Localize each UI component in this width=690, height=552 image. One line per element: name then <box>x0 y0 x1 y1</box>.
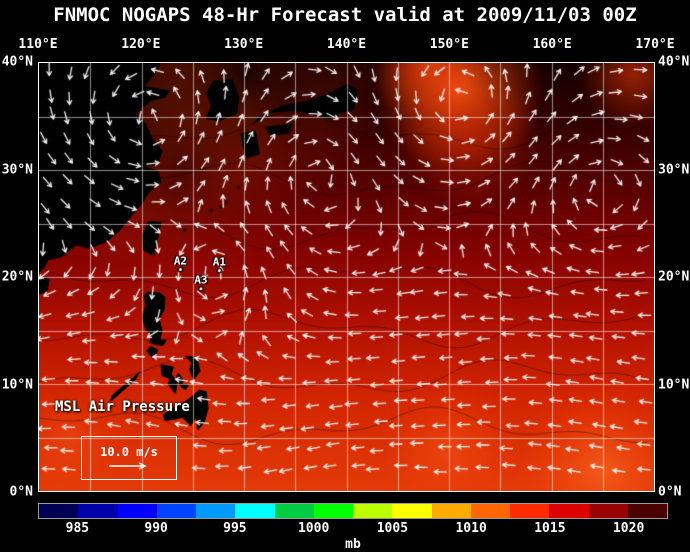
colorbar-segment <box>588 504 628 518</box>
colorbar-tick-label: 995 <box>223 521 247 536</box>
lon-label: 170°E <box>635 37 675 52</box>
lon-label: 140°E <box>326 37 367 52</box>
wind-speed-legend: 10.0 m/s <box>81 436 177 480</box>
pressure-wind-canvas <box>39 63 654 491</box>
colorbar-tick-label: 990 <box>144 521 168 536</box>
wind-speed-legend-label: 10.0 m/s <box>100 445 158 459</box>
colorbar-segment <box>235 504 275 518</box>
latitude-axis-right: 40°N 30°N 20°N 10°N 0°N <box>657 55 690 500</box>
lat-label: 40°N <box>658 54 690 70</box>
colorbar-segment <box>39 504 79 518</box>
colorbar-tick-label: 1005 <box>376 521 409 536</box>
colorbar-segment <box>431 504 471 518</box>
field-label: MSL Air Pressure <box>55 399 190 415</box>
colorbar-segment <box>627 504 667 518</box>
map-area: A1 A2 A3 MSL Air Pressure 10.0 m/s <box>38 62 655 492</box>
pressure-colorbar <box>38 503 668 519</box>
lon-label: 160°E <box>532 37 572 52</box>
lon-label: 130°E <box>224 37 264 52</box>
colorbar-segment <box>392 504 432 518</box>
lat-label: 0°N <box>9 484 33 500</box>
colorbar-tick-label: 985 <box>65 521 90 536</box>
colorbar-segment <box>470 504 510 518</box>
colorbar-segment <box>549 504 589 518</box>
chart-title: FNMOC NOGAPS 48-Hr Forecast valid at 200… <box>53 4 637 26</box>
colorbar-tick-label: 1010 <box>455 521 487 536</box>
lat-label: 20°N <box>658 269 690 285</box>
latitude-axis-left: 40°N 30°N 20°N 10°N 0°N <box>0 55 36 500</box>
colorbar-segment <box>156 504 196 518</box>
lat-label: 30°N <box>658 162 690 177</box>
colorbar-segment <box>78 504 118 518</box>
lat-label: 40°N <box>1 54 33 70</box>
lat-label: 10°N <box>1 377 33 392</box>
storm-label: A1 <box>212 254 227 268</box>
lat-label: 0°N <box>658 484 682 500</box>
longitude-axis-top: 110°E 120°E 130°E 140°E 150°E 160°E 170°E <box>18 37 674 53</box>
lat-label: 30°N <box>1 162 33 177</box>
colorbar-unit: mb <box>345 537 361 552</box>
colorbar-tick-labels: 985 990 995 1000 1005 1010 1015 1020 <box>38 521 668 536</box>
colorbar-segment <box>196 504 236 518</box>
colorbar-tick-label: 1015 <box>534 521 566 536</box>
colorbar-tick-label: 1020 <box>612 521 645 536</box>
colorbar-segment <box>510 504 550 518</box>
lon-label: 120°E <box>121 37 161 52</box>
colorbar-segment <box>313 504 353 518</box>
storm-label: A3 <box>194 273 208 287</box>
lat-label: 10°N <box>658 377 690 392</box>
colorbar-segment <box>117 504 157 518</box>
lat-label: 20°N <box>1 269 33 285</box>
lon-label: 110°E <box>18 37 58 52</box>
wind-reference-arrow-icon <box>109 462 147 470</box>
storm-label: A2 <box>173 253 188 267</box>
colorbar-tick-label: 1000 <box>297 521 330 536</box>
colorbar-segment <box>353 504 393 518</box>
lon-label: 150°E <box>429 37 469 52</box>
colorbar-segment <box>274 504 314 518</box>
